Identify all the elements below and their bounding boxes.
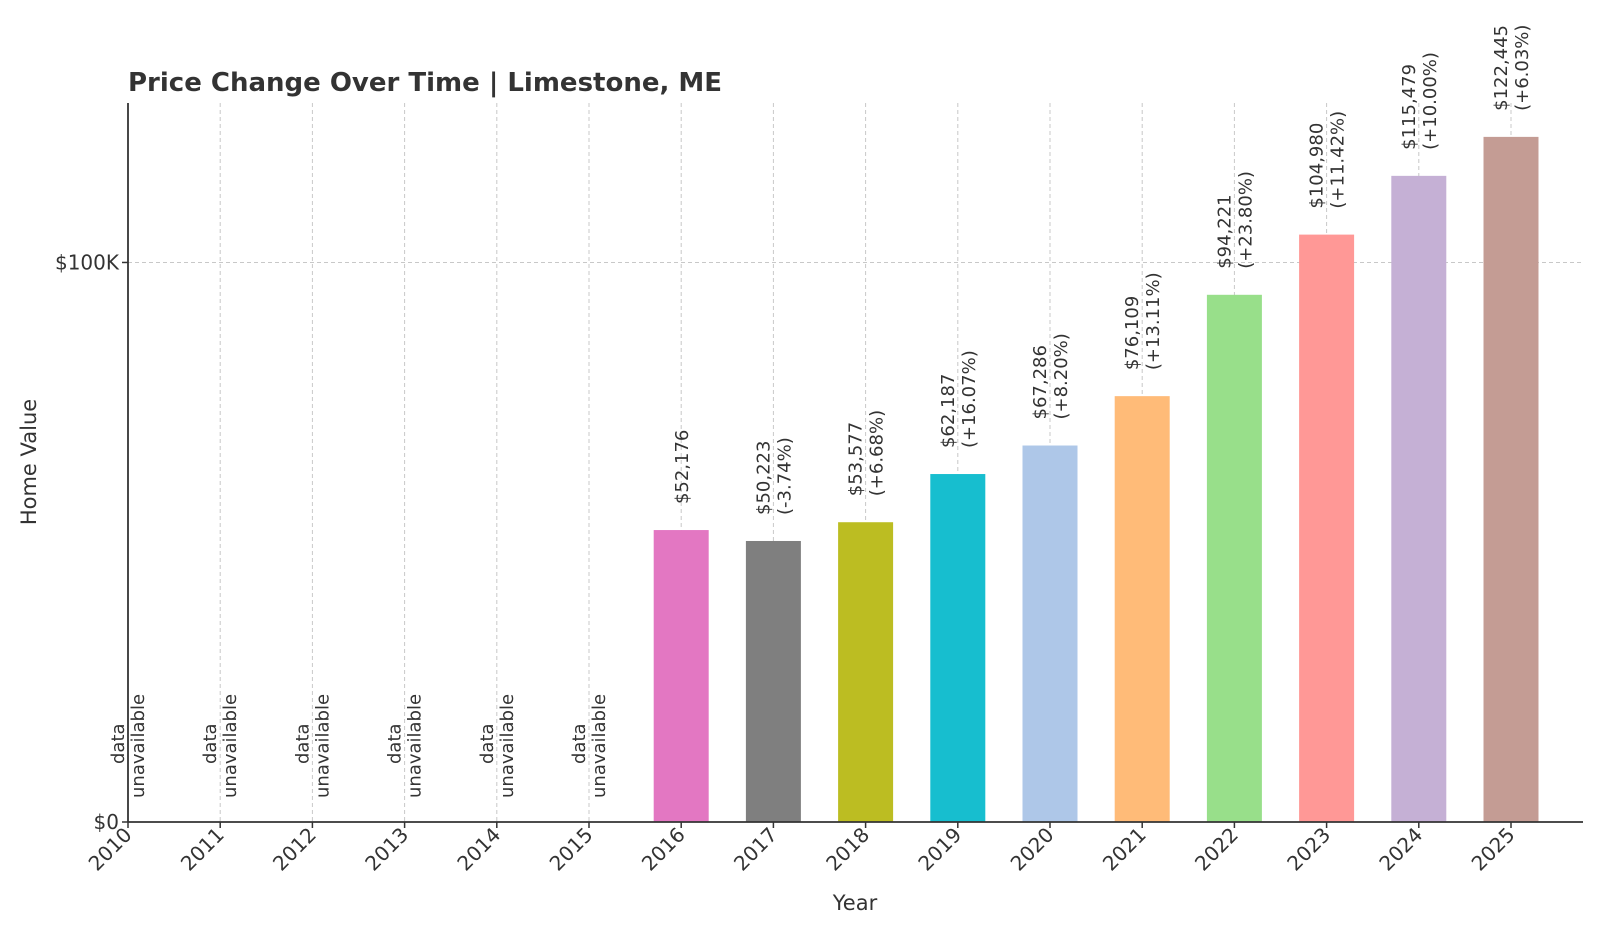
value-label: $67,286: [1030, 345, 1051, 419]
bar: [930, 474, 986, 822]
change-label: (+13.11%): [1143, 272, 1164, 370]
bar: [1206, 294, 1262, 822]
x-axis-title: Year: [832, 891, 878, 915]
unavailable-label: unavailable: [312, 694, 333, 798]
y-axis-title: Home Value: [17, 399, 41, 525]
x-tick-label: 2020: [1006, 823, 1059, 876]
bars: [653, 136, 1539, 822]
value-label: $62,187: [938, 374, 959, 448]
bar: [745, 540, 801, 822]
x-tick-label: 2012: [268, 823, 321, 876]
bar: [1391, 175, 1447, 822]
unavailable-label: data: [292, 723, 313, 764]
axes: [127, 103, 1583, 823]
change-label: (-3.74%): [774, 437, 795, 515]
unavailable-label: data: [385, 723, 406, 764]
bar: [1114, 396, 1170, 822]
bar: [1299, 234, 1355, 822]
data-labels: data unavailable data unavailable data unavai…: [108, 25, 1533, 798]
chart-title: Price Change Over Time | Limestone, ME: [128, 68, 722, 98]
x-tick-label: 2025: [1467, 823, 1520, 876]
bar: [838, 522, 894, 822]
unavailable-label: data: [569, 723, 590, 764]
x-tick-label: 2021: [1098, 823, 1151, 876]
x-tick-label: 2024: [1374, 823, 1427, 876]
change-label: (+6.03%): [1512, 25, 1533, 111]
bar: [653, 530, 709, 822]
y-tick-label: $100K: [55, 250, 120, 274]
bar: [1483, 136, 1539, 822]
bar: [1022, 445, 1078, 822]
value-label: $76,109: [1122, 296, 1143, 370]
x-tick-label: 2013: [360, 823, 413, 876]
x-tick-label: 2011: [176, 823, 229, 876]
unavailable-label: data: [477, 723, 498, 764]
change-label: (+8.20%): [1051, 333, 1072, 419]
value-label: $115,479: [1399, 64, 1420, 150]
change-label: (+23.80%): [1235, 171, 1256, 269]
change-label: (+11.42%): [1328, 111, 1349, 209]
value-label: $122,445: [1491, 25, 1512, 111]
x-tick-label: 2016: [637, 823, 690, 876]
x-tick-label: 2017: [729, 823, 782, 876]
change-label: (+10.00%): [1420, 52, 1441, 150]
x-tick-label: 2015: [545, 823, 598, 876]
unavailable-label: data: [200, 723, 221, 764]
y-tick-label: $0: [94, 810, 119, 834]
value-label: $52,176: [672, 430, 693, 504]
value-label: $53,577: [846, 422, 867, 496]
x-tick-label: 2014: [452, 823, 505, 876]
value-label: $94,221: [1214, 194, 1235, 268]
x-tick-label: 2022: [1190, 823, 1243, 876]
change-label: (+16.07%): [959, 350, 980, 448]
unavailable-label: unavailable: [220, 694, 241, 798]
x-tick-label: 2019: [913, 823, 966, 876]
unavailable-label: unavailable: [497, 694, 518, 798]
unavailable-label: unavailable: [128, 694, 149, 798]
unavailable-label: unavailable: [405, 694, 426, 798]
value-label: $50,223: [753, 441, 774, 515]
x-tick-label: 2018: [821, 823, 874, 876]
value-label: $104,980: [1307, 123, 1328, 209]
x-tick-label: 2023: [1282, 823, 1335, 876]
unavailable-label: data: [108, 723, 129, 764]
change-label: (+6.68%): [867, 410, 888, 496]
unavailable-label: unavailable: [589, 694, 610, 798]
